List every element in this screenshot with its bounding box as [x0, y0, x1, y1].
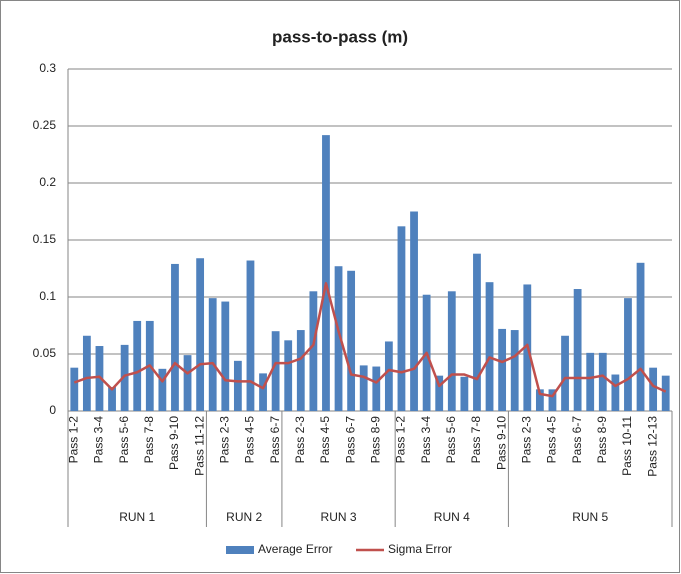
- bar: [108, 387, 116, 411]
- x-tick-label: Pass 11-12: [192, 416, 206, 476]
- bar: [661, 375, 670, 411]
- x-tick-label: Pass 3-4: [419, 416, 433, 464]
- bar: [171, 263, 179, 411]
- x-tick-label: Pass 10-11: [620, 416, 634, 476]
- bar: [183, 355, 192, 411]
- legend-label: Sigma Error: [388, 542, 452, 556]
- x-tick-label: Pass 6-7: [268, 416, 282, 464]
- bar: [384, 341, 393, 411]
- x-tick-label: Pass 12-13: [645, 416, 659, 477]
- x-tick-label: Pass 6-7: [570, 416, 584, 464]
- bar: [359, 365, 368, 411]
- group-label: RUN 4: [434, 510, 470, 524]
- x-tick-label: Pass 2-3: [519, 416, 533, 464]
- bar: [624, 298, 632, 411]
- y-tick-label: 0.1: [39, 289, 56, 303]
- x-tick-label: Pass 8-9: [368, 416, 382, 464]
- line: [73, 282, 667, 398]
- bar: [485, 282, 494, 411]
- bar: [309, 291, 318, 411]
- x-tick-label: Pass 2-3: [217, 416, 231, 464]
- y-tick-label: 0.25: [33, 118, 57, 132]
- bar: [548, 389, 557, 411]
- x-tick-label: Pass 7-8: [469, 416, 483, 464]
- x-tick-label: Pass 3-4: [92, 416, 106, 464]
- bar: [221, 301, 230, 411]
- y-tick-label: 0.15: [33, 232, 57, 246]
- bar: [208, 298, 217, 411]
- x-tick-label: Pass 4-5: [318, 416, 332, 464]
- bar: [259, 373, 267, 411]
- x-tick-label: Pass 4-5: [243, 416, 257, 464]
- bar: [233, 360, 242, 411]
- bar: [196, 258, 205, 411]
- group-label: RUN 5: [572, 510, 608, 524]
- x-tick-label: Pass 5-6: [117, 416, 131, 464]
- x-tick-label: Pass 1-2: [66, 416, 80, 464]
- y-tick-label: 0.05: [33, 346, 57, 360]
- bar: [636, 262, 645, 411]
- bar: [334, 266, 343, 411]
- x-tick-label: Pass 5-6: [444, 416, 458, 464]
- bar: [322, 135, 330, 411]
- bar: [120, 344, 129, 411]
- group-label: RUN 1: [119, 510, 155, 524]
- bar: [82, 335, 91, 411]
- bar: [498, 328, 507, 411]
- x-tick-label: Pass 2-3: [293, 416, 307, 464]
- bar: [347, 270, 356, 411]
- x-tick-label: Pass 1-2: [394, 416, 408, 464]
- bar: [611, 374, 620, 411]
- y-tick-label: 0: [49, 403, 56, 417]
- bar: [246, 260, 255, 411]
- legend-swatch: [226, 546, 254, 554]
- group-label: RUN 3: [321, 510, 357, 524]
- x-tick-label: Pass 9-10: [167, 416, 181, 470]
- group-label: RUN 2: [226, 510, 262, 524]
- bar: [586, 352, 595, 411]
- bar: [561, 335, 569, 411]
- legend-label: Average Error: [258, 542, 332, 556]
- bar: [133, 320, 142, 411]
- y-tick-label: 0.2: [39, 175, 56, 189]
- bar: [158, 368, 167, 411]
- bar: [271, 331, 280, 411]
- x-tick-label: Pass 6-7: [343, 416, 357, 464]
- bar: [473, 253, 481, 411]
- bar: [460, 376, 469, 411]
- bar: [598, 352, 607, 411]
- bar: [397, 226, 406, 411]
- x-tick-label: Pass 7-8: [142, 416, 156, 464]
- bar: [410, 211, 418, 411]
- chart-title: pass-to-pass (m): [272, 27, 408, 46]
- bar: [435, 375, 444, 411]
- x-tick-label: Pass 4-5: [545, 416, 559, 464]
- bar: [573, 289, 582, 411]
- bar: [296, 330, 305, 411]
- x-tick-label: Pass 8-9: [595, 416, 609, 464]
- bar: [535, 389, 544, 411]
- bar: [649, 367, 658, 411]
- bar: [372, 366, 381, 411]
- bar: [70, 367, 79, 411]
- y-tick-label: 0.3: [39, 61, 56, 75]
- bar: [510, 330, 519, 411]
- bar: [284, 340, 293, 411]
- x-tick-label: Pass 9-10: [494, 416, 508, 470]
- bar: [447, 291, 456, 411]
